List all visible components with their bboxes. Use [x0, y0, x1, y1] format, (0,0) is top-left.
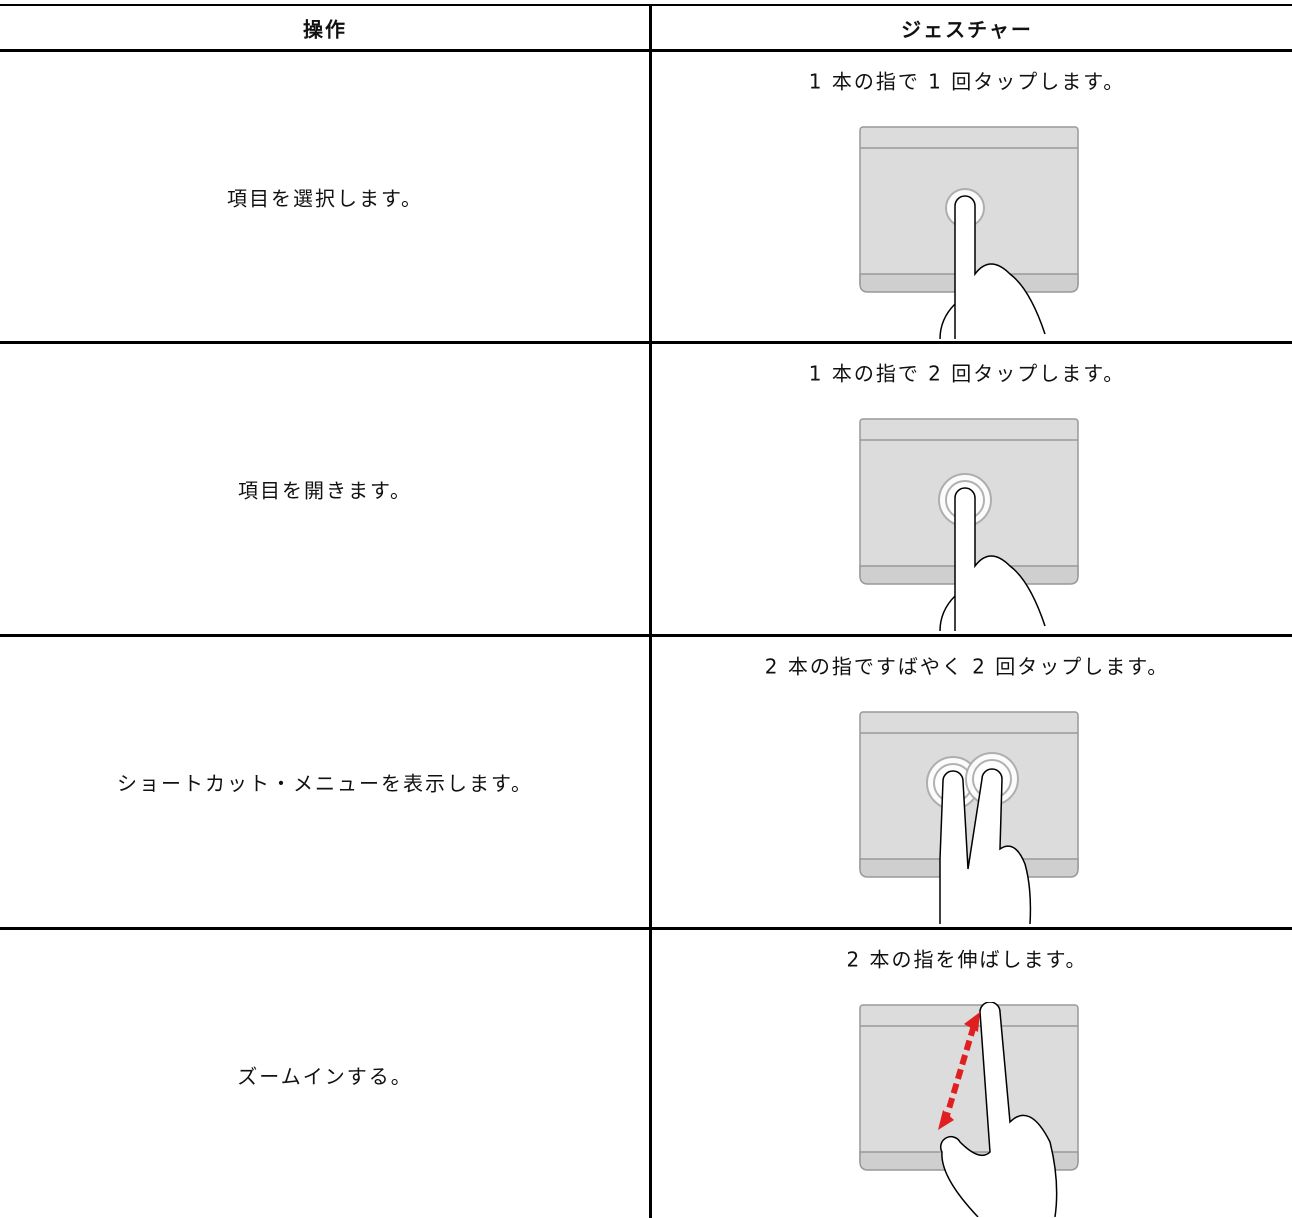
row-border: [0, 341, 1292, 344]
column-divider: [649, 5, 652, 1218]
row-border: [0, 634, 1292, 637]
header-border: [0, 49, 1292, 52]
gesture-caption: 1 本の指で 1 回タップします。: [808, 69, 1126, 94]
action-text: ズームインする。: [237, 1064, 413, 1089]
gesture-caption: 1 本の指で 2 回タップします。: [808, 361, 1126, 386]
header-cell: ジェスチャー: [901, 17, 1033, 42]
table-top-border: [0, 4, 1292, 6]
gesture-illustration: [859, 418, 1079, 631]
gesture-caption: 2 本の指を伸ばします。: [846, 947, 1088, 972]
gesture-illustration: [859, 1002, 1079, 1217]
action-text: 項目を開きます。: [238, 478, 412, 503]
gesture-caption: 2 本の指ですばやく 2 回タップします。: [764, 654, 1170, 679]
header-cell: 操作: [303, 17, 347, 42]
gesture-illustration: [859, 711, 1079, 924]
row-border: [0, 927, 1292, 930]
action-text: 項目を選択します。: [227, 186, 423, 211]
gesture-illustration: [859, 126, 1079, 339]
action-text: ショートカット・メニューを表示します。: [117, 771, 533, 796]
